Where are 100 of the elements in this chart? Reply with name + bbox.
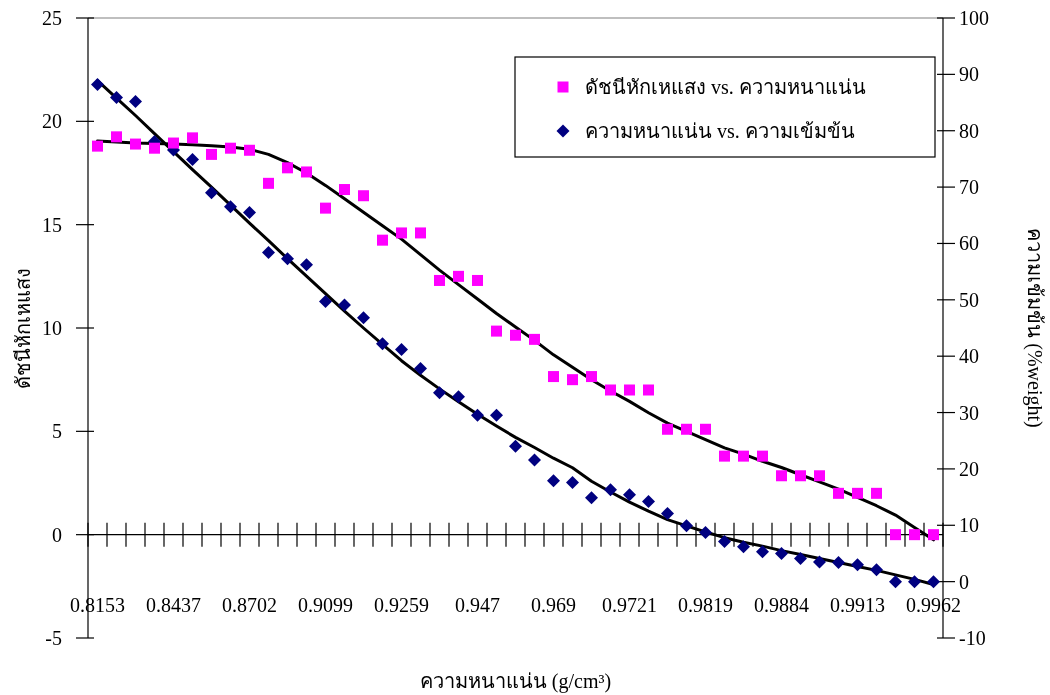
point (130, 138, 141, 150)
point (510, 329, 521, 341)
x-axis-title: ความหนาแน่น (g/cm³) (419, 670, 612, 693)
point (756, 545, 769, 559)
point (149, 142, 160, 154)
point (585, 491, 598, 505)
y-tick-label: -5 (45, 627, 62, 649)
point (301, 166, 312, 178)
point (623, 488, 636, 502)
point (395, 342, 408, 356)
x-tick-label: 0.9721 (602, 594, 657, 616)
point (643, 384, 654, 396)
point (244, 144, 255, 156)
point (927, 575, 940, 589)
point (358, 190, 369, 202)
point (472, 274, 483, 286)
point (870, 563, 883, 577)
point (775, 546, 788, 560)
point (415, 227, 426, 239)
point (376, 337, 389, 351)
x-tick-label: 0.8437 (146, 594, 201, 616)
point (243, 205, 256, 219)
point (908, 575, 921, 589)
point (681, 423, 692, 435)
point (814, 470, 825, 482)
y2-tick-label: 70 (959, 176, 979, 199)
x-tick-label: 0.969 (531, 594, 576, 616)
point (282, 162, 293, 174)
y-axis-title: ดัชนีหักเหแสง (12, 267, 34, 389)
point (795, 470, 806, 482)
point (928, 529, 939, 541)
y2-axis-title: ความเข้มข้น (%weight) (1023, 228, 1046, 428)
point (129, 94, 142, 108)
point (453, 270, 464, 282)
point (509, 439, 522, 453)
point (832, 555, 845, 569)
y-tick-label: 10 (42, 317, 62, 339)
point (719, 450, 730, 462)
point (662, 423, 673, 435)
y2-tick-label: 80 (959, 119, 979, 142)
y2-tick-label: 60 (959, 232, 979, 255)
point (434, 274, 445, 286)
point (300, 258, 313, 272)
point (833, 487, 844, 499)
y-tick-label: 0 (52, 523, 62, 546)
point (92, 140, 103, 152)
point (586, 371, 597, 383)
point (642, 495, 655, 509)
point (889, 575, 902, 589)
point (168, 137, 179, 149)
point (605, 384, 616, 396)
y2-tick-label: 100 (959, 7, 989, 29)
y-tick-label: 25 (42, 7, 62, 29)
point (452, 390, 465, 404)
point (319, 295, 332, 309)
point (339, 184, 350, 196)
point (699, 526, 712, 540)
point (491, 325, 502, 337)
point (206, 148, 217, 160)
point (528, 453, 541, 467)
y2-tick-label: 90 (959, 63, 979, 86)
y2-tick-label: 40 (959, 345, 979, 368)
point (794, 552, 807, 566)
y2-tick-label: -10 (959, 627, 986, 649)
point (225, 142, 236, 154)
y2-tick-label: 50 (959, 288, 979, 311)
point (718, 535, 731, 549)
y2-tick-label: 20 (959, 457, 979, 480)
point (547, 474, 560, 488)
x-tick-label: 0.9913 (830, 594, 885, 616)
point (262, 245, 275, 259)
point (224, 200, 237, 214)
point (111, 131, 122, 143)
point (890, 529, 901, 541)
x-tick-label: 0.947 (455, 594, 500, 616)
point (851, 558, 864, 572)
point (377, 234, 388, 246)
point (338, 298, 351, 312)
x-tick-label: 0.9259 (374, 594, 429, 616)
x-tick-label: 0.9884 (754, 594, 809, 616)
point (776, 470, 787, 482)
point (263, 177, 274, 189)
legend-label: ความหนาแน่น vs. ความเข้มข้น (585, 120, 855, 142)
point (187, 132, 198, 144)
point (567, 374, 578, 386)
y2-tick-label: 0 (959, 570, 969, 593)
y-tick-label: 5 (52, 420, 62, 443)
point (700, 423, 711, 435)
point (909, 529, 920, 541)
point (91, 78, 104, 92)
legend-label: ดัชนีหักเหแสง vs. ความหนาแน่น (585, 76, 866, 98)
point (871, 487, 882, 499)
y-tick-label: 15 (42, 213, 62, 236)
point (566, 475, 579, 489)
point (357, 311, 370, 325)
point (396, 227, 407, 239)
point (738, 450, 749, 462)
point (433, 386, 446, 400)
point (490, 408, 503, 422)
x-tick-label: 0.8702 (222, 594, 277, 616)
